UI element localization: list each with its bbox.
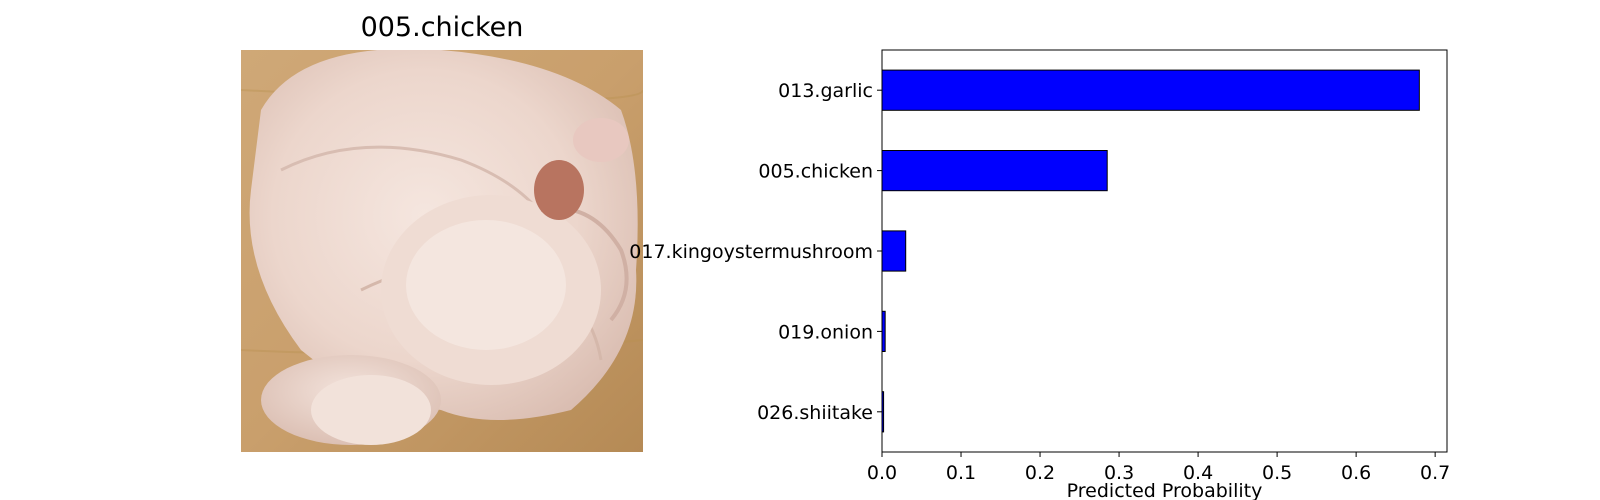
x-tick-label: 0.4	[1183, 462, 1213, 484]
bar-005.chicken	[881, 150, 1108, 192]
x-tick-label: 0.5	[1262, 462, 1292, 484]
x-axis-label: Predicted Probability	[1067, 480, 1263, 500]
image-title: 005.chicken	[360, 12, 524, 43]
y-tick-label: 005.chicken	[758, 161, 873, 183]
x-tick-label: 0.6	[1341, 462, 1371, 484]
y-tick-label: 013.garlic	[778, 80, 873, 102]
y-tick-label: 019.onion	[778, 321, 873, 343]
x-tick-label: 0.7	[1420, 462, 1450, 484]
y-tick-label: 017.kingoystermushroom	[629, 241, 873, 263]
y-tick-label: 026.shiitake	[757, 402, 873, 424]
x-tick-label: 0.2	[1025, 462, 1055, 484]
x-tick-label: 0.0	[867, 462, 897, 484]
x-tick-label: 0.1	[946, 462, 976, 484]
chicken-photo	[241, 50, 643, 452]
x-tick-label: 0.3	[1104, 462, 1134, 484]
bar-017.kingoystermushroom	[881, 230, 907, 272]
bar-013.garlic	[881, 69, 1420, 111]
